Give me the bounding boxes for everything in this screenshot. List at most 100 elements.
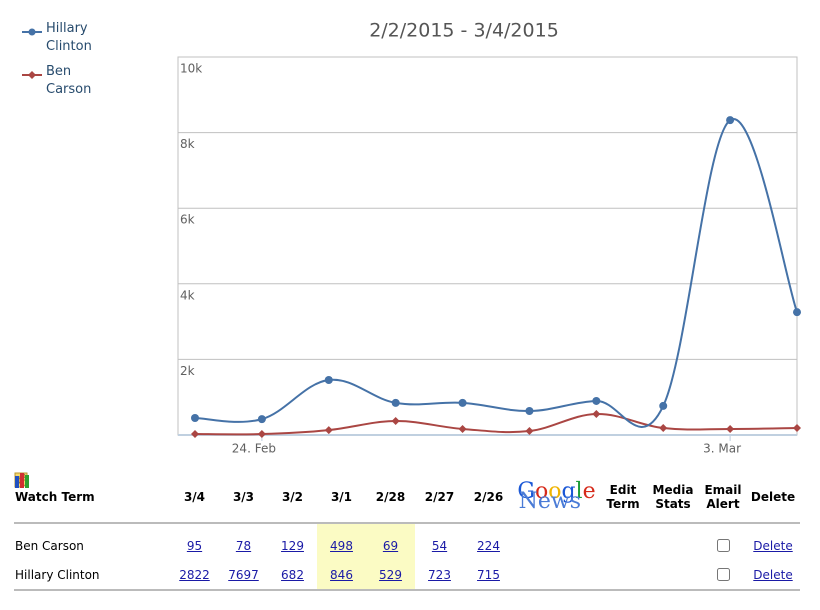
count-link[interactable]: 78 — [235, 538, 252, 553]
logo-letter: o — [548, 479, 562, 504]
email-checkbox[interactable] — [717, 568, 730, 581]
media-icon[interactable] — [14, 472, 32, 488]
point — [391, 417, 400, 426]
media-cell — [15, 473, 700, 591]
point — [458, 424, 467, 433]
legend-swatch — [22, 71, 42, 79]
count-link[interactable]: 69 — [382, 538, 399, 553]
swatch-marker — [28, 71, 36, 79]
news-cell — [14, 472, 600, 591]
count-link[interactable]: 846 — [330, 567, 353, 582]
delete-link[interactable]: Delete — [753, 538, 793, 553]
point — [257, 415, 266, 424]
logo-letter: l — [575, 479, 583, 504]
count-cell: 723 — [415, 560, 464, 591]
count-link[interactable]: 224 — [477, 538, 500, 553]
plot-frame — [177, 56, 798, 436]
column-header: 3/1 — [317, 472, 366, 524]
email-cell — [700, 560, 746, 591]
email-checkbox[interactable] — [717, 539, 730, 552]
column-header: 2/28 — [366, 472, 415, 524]
count-cell: 224 — [464, 523, 513, 560]
count-cell: 2822 — [170, 560, 219, 591]
count-cell: 498 — [317, 523, 366, 560]
count-link[interactable]: 723 — [428, 567, 451, 582]
delete-cell: Delete — [746, 560, 800, 591]
edit-cell — [15, 473, 646, 560]
y-tick-label: 8k — [180, 137, 195, 151]
media-cell — [15, 473, 700, 560]
delete-cell: Delete — [746, 523, 800, 560]
google-logo: Google — [517, 479, 595, 504]
logo-letter: g — [561, 479, 576, 504]
column-header: Watch Term — [14, 472, 170, 524]
count-link[interactable]: 129 — [281, 538, 304, 553]
count-cell: 129 — [268, 523, 317, 560]
count-cell: 78 — [219, 523, 268, 560]
chart: 2/2/2015 - 3/4/2015 2k 4k 6k 8k 10k 24. Feb 3.… — [177, 20, 801, 456]
count-link[interactable]: 95 — [186, 538, 203, 553]
x-tick-label: 24. Feb — [232, 442, 276, 456]
point — [659, 424, 668, 433]
column-header: Media Stats — [646, 472, 700, 524]
logo-letter: o — [534, 479, 549, 504]
column-header: Email Alert — [700, 472, 746, 524]
count-link[interactable]: 529 — [379, 567, 402, 582]
table-row: Ben Carson 95 78 129 498 69 54 224 Delete — [14, 472, 800, 560]
point — [592, 396, 601, 405]
column-header: Delete — [746, 472, 800, 524]
table-body: Ben Carson 95 78 129 498 69 54 224 Delete Hillary… — [14, 472, 800, 591]
count-cell: 69 — [366, 523, 415, 560]
point — [726, 116, 735, 125]
count-cell: 715 — [464, 560, 513, 591]
count-link[interactable]: 498 — [330, 538, 353, 553]
table-row: Hillary Clinton 2822 7697 682 846 529 723 715 De… — [14, 472, 800, 591]
count-cell: 95 — [170, 523, 219, 560]
point — [793, 424, 801, 433]
point — [391, 398, 400, 407]
count-link[interactable]: 7697 — [228, 567, 259, 582]
y-tick-label: 4k — [180, 288, 195, 302]
count-link[interactable]: 54 — [431, 538, 448, 553]
point — [324, 426, 333, 435]
count-link[interactable]: 682 — [281, 567, 304, 582]
column-header: 3/3 — [219, 472, 268, 524]
column-header: 2/27 — [415, 472, 464, 524]
news-cell — [14, 472, 600, 560]
column-header: 2/26 — [464, 472, 513, 524]
point — [525, 406, 534, 415]
point — [726, 424, 735, 433]
legend-label: Hillary Clinton — [46, 21, 92, 54]
point — [191, 413, 199, 422]
y-tick-label: 10k — [180, 62, 202, 76]
point — [525, 427, 534, 436]
delete-link[interactable]: Delete — [753, 567, 793, 582]
x-tick-label: 3. Mar — [703, 442, 741, 456]
point — [659, 401, 668, 410]
term-cell: Ben Carson — [15, 538, 84, 553]
series-line — [194, 413, 798, 436]
count-cell: 7697 — [219, 560, 268, 591]
chart-title: 2/2/2015 - 3/4/2015 — [369, 20, 559, 42]
series-line — [194, 118, 798, 428]
watch-table: Watch Term 3/4 3/3 3/2 3/1 2/28 2/27 2/26 Google… — [14, 472, 800, 591]
google-header: Google News — [513, 472, 600, 524]
legend-swatch — [22, 28, 42, 36]
count-cell: 846 — [317, 560, 366, 591]
point — [191, 430, 199, 439]
count-link[interactable]: 715 — [477, 567, 500, 582]
legend-label: Ben Carson — [46, 64, 92, 97]
column-header: 3/2 — [268, 472, 317, 524]
swatch-marker — [28, 28, 36, 36]
email-cell — [700, 523, 746, 560]
count-cell: 529 — [366, 560, 415, 591]
count-link[interactable]: 2822 — [179, 567, 210, 582]
y-tick-label: 2k — [180, 364, 195, 378]
point — [793, 308, 801, 317]
count-cell: 682 — [268, 560, 317, 591]
google-sub: News — [518, 489, 581, 514]
header-row: Watch Term 3/4 3/3 3/2 3/1 2/28 2/27 2/26 Google… — [14, 472, 800, 524]
point — [257, 430, 266, 439]
point — [324, 376, 333, 385]
